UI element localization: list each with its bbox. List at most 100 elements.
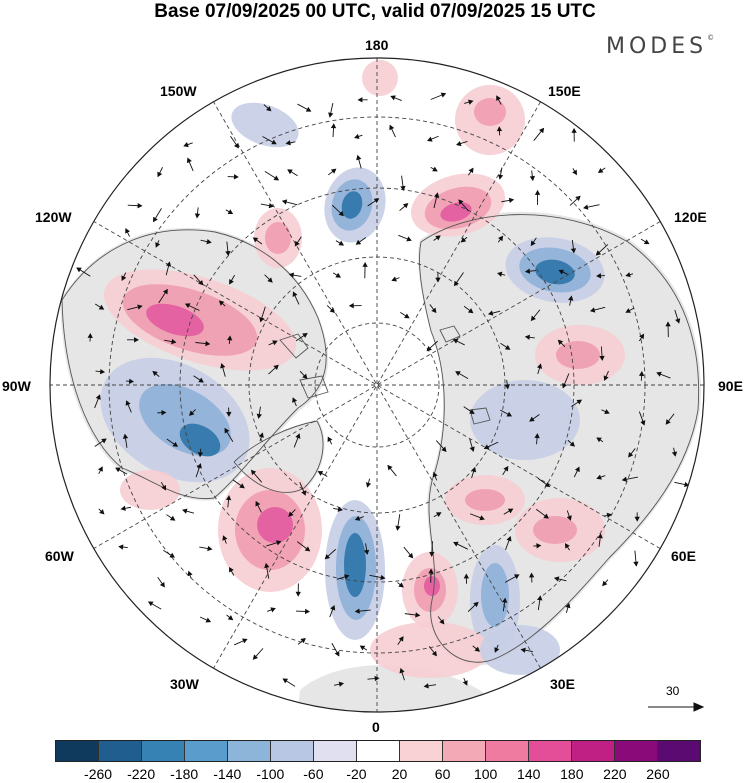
map-border	[49, 57, 705, 713]
wind-vector-head	[433, 192, 440, 198]
wind-vector-head	[504, 384, 510, 390]
wind-vector-head	[435, 512, 442, 518]
colorbar-tick-label: 180	[560, 766, 584, 782]
wind-vector-head	[583, 204, 589, 210]
wind-vector-head	[557, 339, 564, 346]
colorbar-cell	[271, 741, 314, 761]
wind-vector-head	[206, 238, 212, 245]
wind-vector-head	[562, 382, 568, 389]
wind-vector-head	[390, 95, 396, 101]
lon-label-150e: 150E	[548, 83, 581, 99]
meridian-line	[93, 221, 661, 549]
wind-vector-head	[597, 533, 603, 539]
wind-vector-head	[287, 169, 293, 175]
wind-vector-head	[250, 469, 257, 476]
colorbar-cell	[56, 741, 99, 761]
wind-vector-head	[225, 495, 232, 501]
wind-vector-head	[572, 169, 577, 176]
wind-vector-head	[356, 154, 362, 161]
meridian-line	[213, 101, 541, 669]
wind-vector-head	[665, 419, 671, 425]
wind-vector-head	[462, 680, 468, 686]
wind-vector-head	[259, 316, 265, 323]
wind-vector-head	[159, 581, 165, 588]
wind-vector-head	[186, 157, 192, 164]
wind-vector-head	[189, 410, 195, 416]
colorbar-cell	[572, 741, 615, 761]
reference-vector-value: 30	[666, 684, 680, 698]
wind-vector-head	[634, 516, 640, 522]
wind-vector-head	[603, 375, 609, 381]
wind-vector-head	[152, 370, 158, 377]
wind-vector-head	[101, 438, 107, 444]
colorbar-cell	[658, 741, 700, 761]
anomaly-contour	[535, 259, 575, 285]
wind-vector-head	[453, 541, 459, 547]
wind-vector-head	[400, 185, 406, 191]
wind-vector-head	[643, 239, 650, 245]
wind-vector-head	[264, 562, 270, 569]
wind-vector-head	[543, 513, 549, 519]
wind-vector-head	[194, 213, 201, 219]
lon-label-90e: 90E	[718, 378, 743, 394]
wind-vector-head	[429, 551, 435, 557]
anomaly-contour	[120, 470, 180, 510]
wind-vector-head	[380, 574, 386, 581]
wind-vector-head	[324, 554, 331, 560]
colorbar-tick-label: -220	[127, 766, 156, 782]
wind-vector-head	[276, 540, 282, 546]
wind-vector-head	[428, 568, 434, 574]
lon-label-30e: 30E	[550, 676, 575, 692]
wind-vector-head	[281, 199, 288, 205]
wind-vector-head	[471, 466, 477, 473]
wind-vector-head	[270, 607, 276, 613]
wind-vector-head	[302, 373, 308, 380]
wind-vector-head	[220, 362, 226, 369]
wind-vector-head	[408, 552, 414, 559]
wind-vector-head	[338, 681, 345, 687]
wind-vector-head	[571, 127, 577, 133]
wind-vector-head	[330, 123, 337, 129]
wind-vector-head	[633, 561, 639, 567]
wind-vector-head	[147, 601, 154, 607]
wind-vector-head	[330, 168, 337, 174]
colorbar-tick-label: 100	[473, 766, 498, 782]
wind-vector-head	[640, 420, 646, 426]
wind-vector-head	[335, 272, 341, 278]
wind-vector-head	[431, 650, 437, 657]
chart-title: Base 07/09/2025 00 UTC, valid 07/09/2025…	[154, 1, 596, 22]
wind-vector-head	[162, 288, 168, 295]
colorbar-cell	[400, 741, 443, 761]
wind-vector-head	[354, 515, 361, 521]
wind-vector-head	[406, 236, 412, 242]
wind-vector-head	[589, 307, 596, 313]
wind-vector-head	[165, 261, 172, 267]
wind-vector-head	[317, 471, 324, 476]
wind-vector-head	[452, 338, 459, 344]
lon-label-120w: 120W	[35, 209, 72, 225]
anomaly-contour	[265, 222, 291, 254]
anomaly-contour	[424, 576, 440, 596]
wind-vector-head	[398, 582, 404, 588]
wind-vector-head	[229, 566, 234, 573]
wind-vector-head	[501, 597, 508, 603]
wind-vector-head	[198, 377, 204, 383]
wind-vector-head	[161, 484, 167, 491]
wind-vector-head	[242, 638, 248, 644]
wind-vector-head	[399, 667, 405, 674]
colorbar-cell	[615, 741, 658, 761]
wind-vector-head	[625, 272, 631, 278]
colorbar-cell	[486, 741, 529, 761]
wind-vector-head	[282, 678, 289, 684]
wind-vector-head	[524, 268, 531, 274]
wind-vector-head	[435, 277, 441, 283]
wind-vector-head	[362, 261, 368, 267]
wind-vector-head	[602, 580, 608, 587]
meridian-line	[213, 101, 541, 669]
wind-vector-head	[95, 394, 101, 400]
wind-vector-head	[255, 500, 261, 507]
wind-vector-head	[513, 574, 520, 580]
anomaly-contour	[231, 102, 299, 148]
wind-vector-head	[544, 482, 551, 488]
wind-vector-head	[172, 441, 179, 447]
